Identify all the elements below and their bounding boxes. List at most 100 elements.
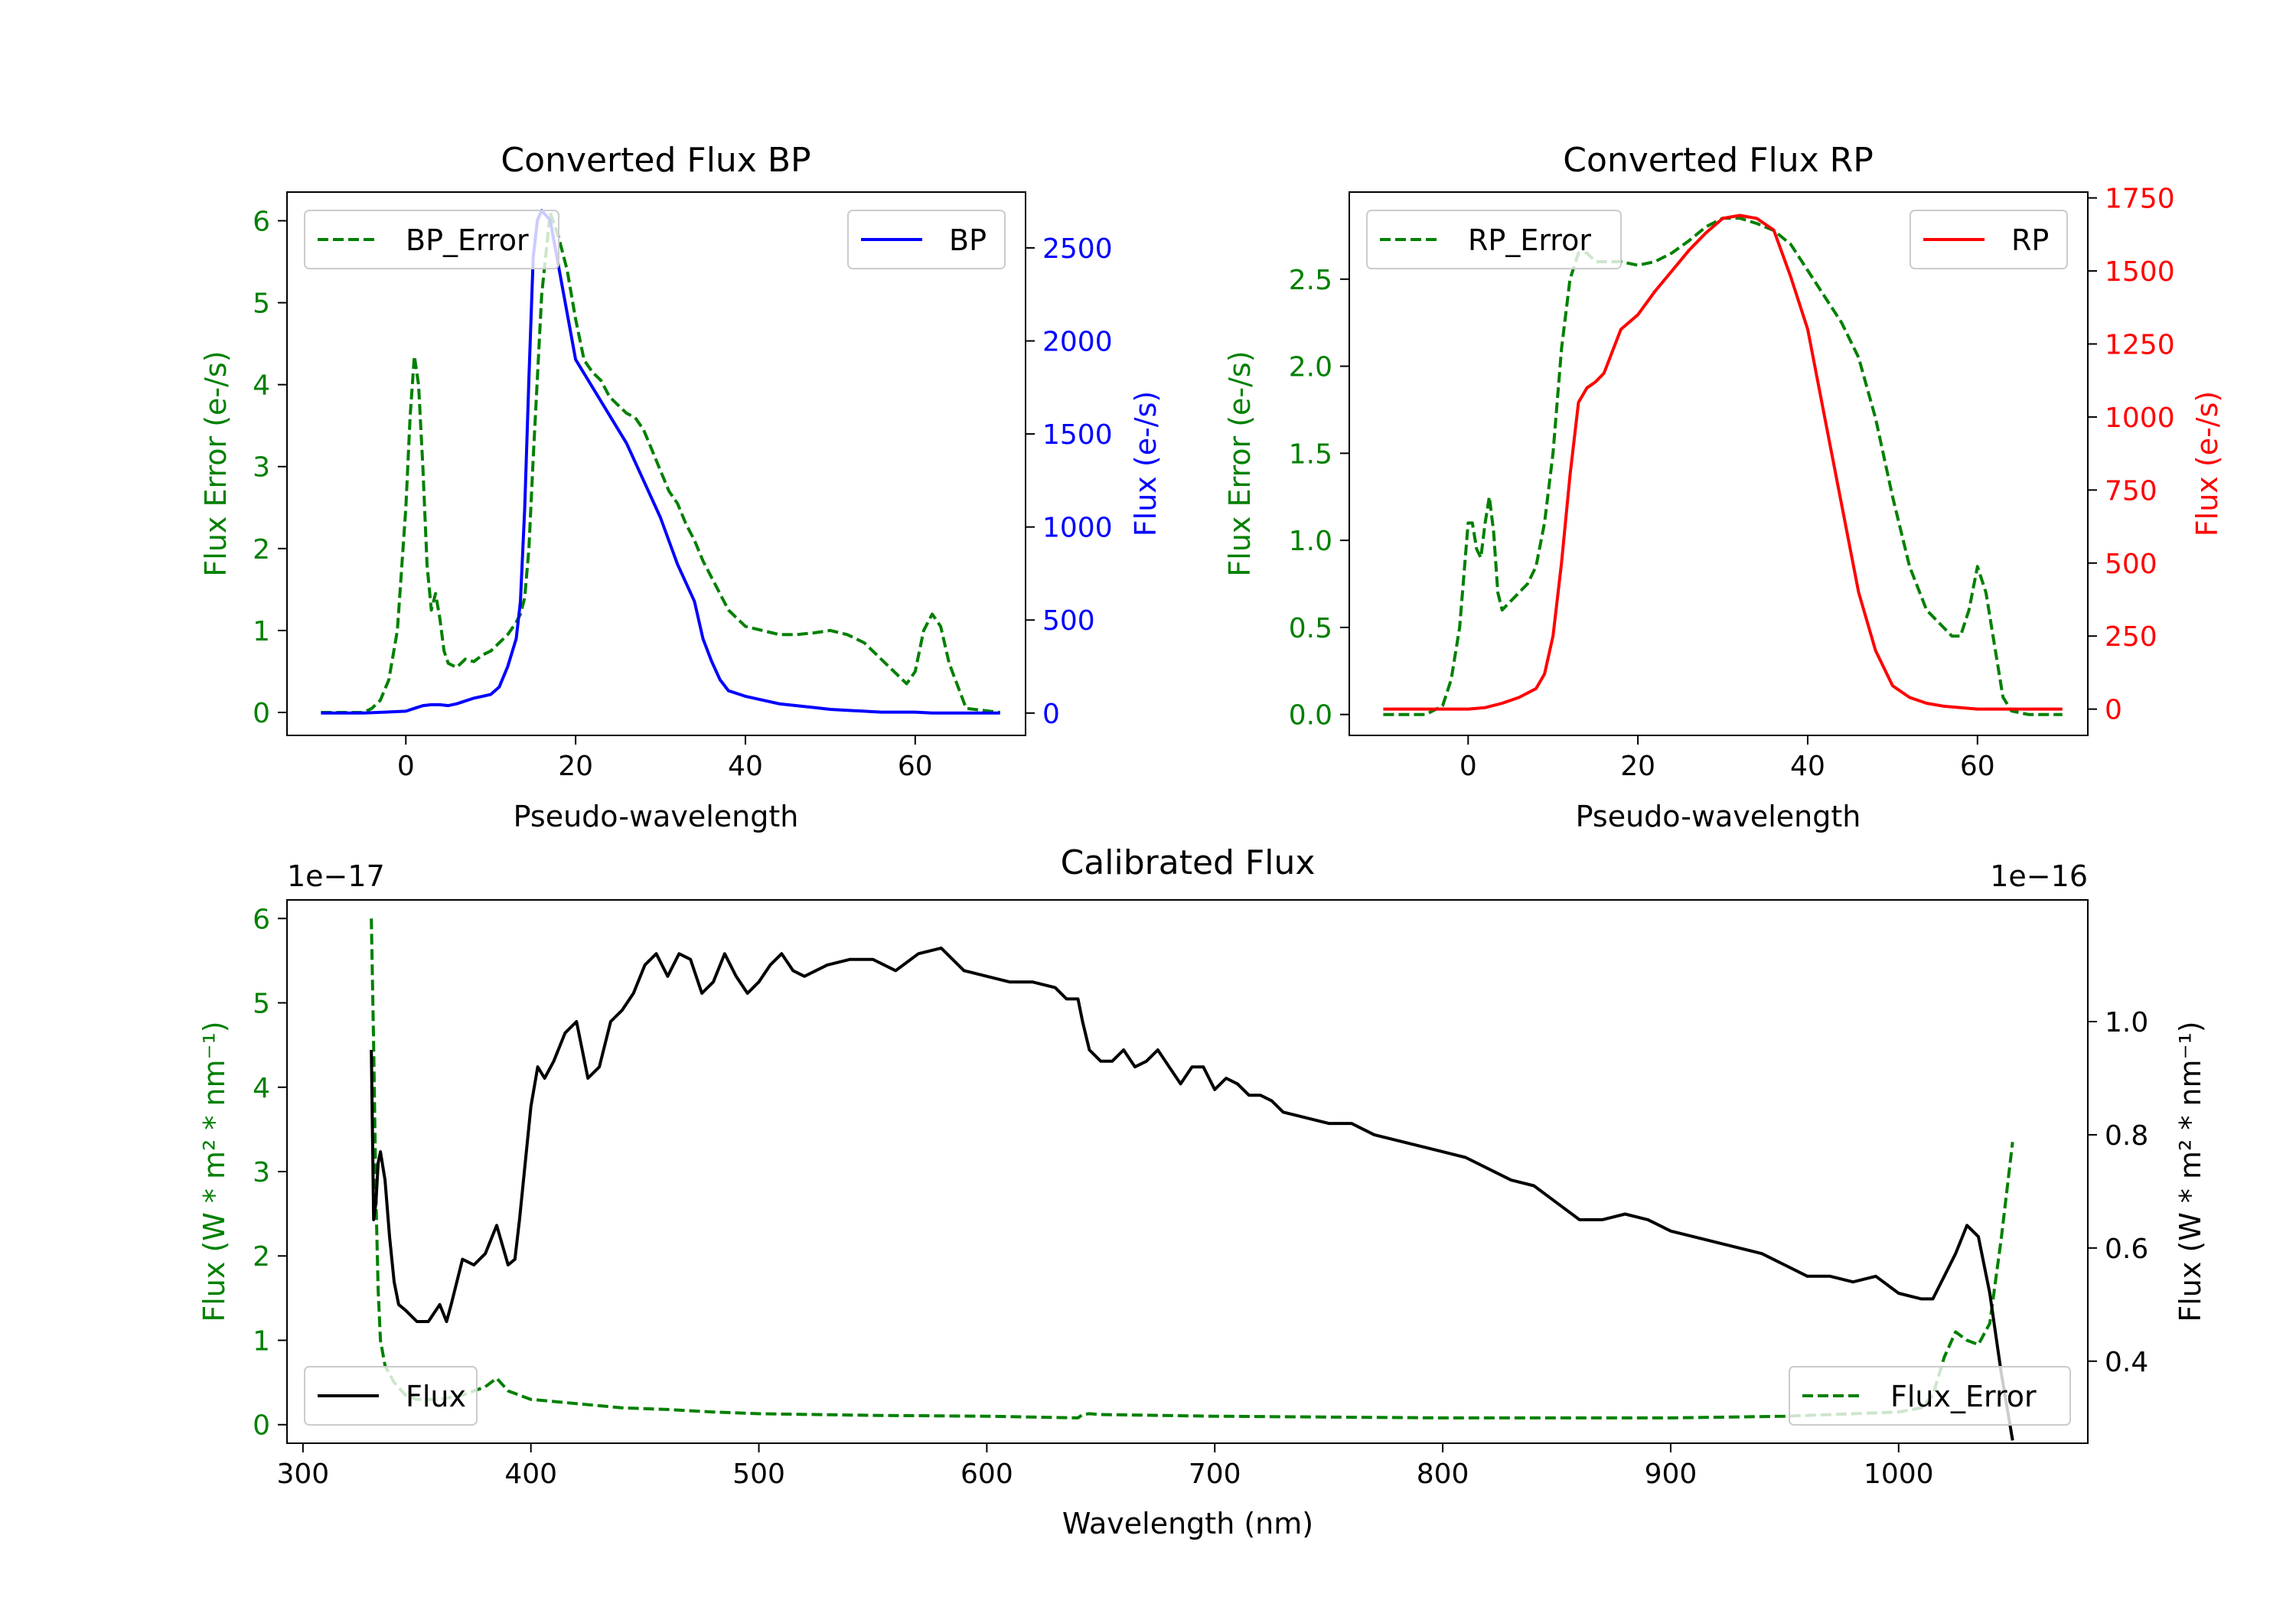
rp-ytick-left-label: 0.0 [1289, 700, 1332, 732]
rp-xtick-label: 40 [1790, 751, 1825, 782]
rp-legend-flux-label: RP [2011, 223, 2049, 257]
bp-ytick-left-label: 0 [253, 698, 270, 729]
rp-ytick-right-label: 0 [2105, 695, 2122, 726]
calibrated-ytick-right-label: 0.8 [2105, 1120, 2148, 1152]
calibrated-ytick-left-label: 6 [253, 904, 270, 935]
bp-ytick-right-label: 0 [1042, 699, 1060, 730]
calibrated-panel: Calibrated Flux 1e−17 1e−16 300 400 500 600… [197, 843, 2207, 1540]
bp-ytick-right-label: 500 [1042, 605, 1095, 637]
bp-ytick-left-label: 4 [253, 370, 270, 402]
bp-axes-frame [286, 191, 1026, 736]
rp-xtick-label: 0 [1459, 751, 1477, 782]
rp-ytick-left-label: 1.0 [1289, 526, 1332, 557]
bp-xtick-label: 0 [397, 751, 415, 782]
calibrated-ylabel-right: Flux (W * m² * nm⁻¹) [2174, 1021, 2207, 1322]
rp-series-rp-line [1383, 214, 2063, 711]
rp-ytick-left-label: 2.5 [1289, 265, 1332, 296]
rp-ytick-left-label: 1.5 [1289, 438, 1332, 470]
calibrated-legend-error[interactable]: Flux_Error [1789, 1366, 2071, 1426]
calibrated-ytick-left-label: 5 [253, 989, 270, 1020]
calibrated-ticks: 300 400 500 600 700 800 900 1000 0 1 2 3 4 5 6 0.4 0.6 0.… [253, 904, 2148, 1490]
calibrated-scale-right: 1e−16 [1990, 859, 2088, 893]
calibrated-legend-flux[interactable]: Flux [304, 1366, 478, 1426]
bp-xtick-label: 40 [728, 751, 763, 782]
rp-ytick-right-label: 1000 [2105, 403, 2175, 434]
rp-ylabel-left: Flux Error (e-/s) [1223, 350, 1257, 576]
bp-ytick-right-label: 2500 [1042, 233, 1113, 265]
bp-ytick-left-label: 2 [253, 534, 270, 566]
bp-ytick-left-label: 6 [253, 206, 270, 237]
rp-series-rp-error-line [1383, 217, 2063, 716]
calibrated-ytick-left-label: 3 [253, 1157, 270, 1188]
bp-legend-flux[interactable]: BP [847, 210, 1006, 269]
rp-legend-error-box [1366, 210, 1622, 269]
calibrated-xtick-label: 500 [732, 1459, 785, 1490]
bp-legend-error[interactable]: BP_Error [304, 210, 559, 269]
bp-legend-flux-box [847, 210, 1006, 269]
calibrated-scale-left: 1e−17 [287, 859, 385, 893]
calibrated-xtick-label: 600 [960, 1459, 1013, 1490]
bp-series-bp-line [321, 209, 1000, 715]
bp-ylabel-left: Flux Error (e-/s) [199, 350, 233, 576]
rp-legend-flux-box [1910, 210, 2068, 269]
bp-xlabel: Pseudo-wavelength [514, 800, 799, 833]
calibrated-ytick-right-label: 0.6 [2105, 1234, 2148, 1265]
rp-ytick-right-label: 750 [2105, 475, 2157, 507]
bp-ytick-left-label: 5 [253, 288, 270, 320]
bp-panel: Converted Flux BP 0 20 40 60012345605001000… [199, 141, 1163, 833]
bp-legend-error-label: BP_Error [406, 223, 529, 257]
rp-ytick-right-label: 500 [2105, 549, 2157, 580]
calibrated-ytick-left-label: 0 [253, 1410, 270, 1442]
rp-ylabel-right: Flux (e-/s) [2190, 391, 2224, 536]
bp-legend-error-box [304, 210, 559, 269]
bp-ytick-right-label: 1500 [1042, 419, 1113, 451]
bp-ytick-left-label: 3 [253, 452, 270, 484]
rp-xlabel: Pseudo-wavelength [1576, 800, 1861, 833]
bp-xtick-label: 20 [558, 751, 593, 782]
rp-ytick-left-label: 2.0 [1289, 352, 1332, 383]
rp-ytick-left-label: 0.5 [1289, 613, 1332, 644]
rp-ytick-right-label: 1250 [2105, 329, 2175, 360]
rp-axes-frame [1349, 191, 2089, 736]
calibrated-legend-flux-box [304, 1366, 478, 1426]
rp-legend-error[interactable]: RP_Error [1366, 210, 1622, 269]
calibrated-legend-flux-label: Flux [406, 1380, 466, 1413]
calibrated-title: Calibrated Flux [1061, 843, 1316, 882]
rp-ytick-right-label: 1500 [2105, 256, 2175, 288]
calibrated-xtick-label: 400 [504, 1459, 557, 1490]
rp-ticks: 0 20 40 60 0.0 0.5 1.0 1.5 2.0 2.5 0 250 500 750 1000 1… [1289, 184, 2175, 782]
rp-legend-error-label: RP_Error [1468, 223, 1591, 257]
rp-xtick-label: 60 [1960, 751, 1995, 782]
calibrated-legend-error-label: Flux_Error [1890, 1380, 2037, 1413]
calibrated-xtick-label: 1000 [1864, 1459, 1934, 1490]
calibrated-xtick-label: 900 [1645, 1459, 1698, 1490]
calibrated-xtick-label: 800 [1417, 1459, 1469, 1490]
calibrated-series-flux-line [370, 946, 2014, 1441]
bp-plot-area [321, 209, 1000, 715]
calibrated-ylabel-left: Flux (W * m² * nm⁻¹) [197, 1021, 231, 1322]
calibrated-xtick-label: 700 [1189, 1459, 1241, 1490]
calibrated-ytick-right-label: 1.0 [2105, 1007, 2148, 1038]
calibrated-ytick-left-label: 2 [253, 1241, 270, 1273]
rp-xtick-label: 20 [1620, 751, 1655, 782]
calibrated-legend-error-box [1789, 1366, 2071, 1426]
calibrated-ytick-right-label: 0.4 [2105, 1347, 2148, 1378]
calibrated-ytick-left-label: 4 [253, 1073, 270, 1104]
bp-ytick-right-label: 2000 [1042, 327, 1113, 358]
bp-ytick-left-label: 1 [253, 616, 270, 647]
bp-title: Converted Flux BP [501, 141, 810, 180]
rp-legend-flux[interactable]: RP [1910, 210, 2068, 269]
bp-legend-flux-label: BP [949, 223, 987, 257]
calibrated-xtick-label: 300 [276, 1459, 329, 1490]
bp-xtick-label: 60 [898, 751, 933, 782]
bp-ylabel-right: Flux (e-/s) [1129, 391, 1163, 536]
calibrated-xlabel: Wavelength (nm) [1062, 1507, 1313, 1540]
rp-title: Converted Flux RP [1563, 141, 1874, 180]
rp-plot-area [1383, 214, 2063, 716]
bp-ytick-right-label: 1000 [1042, 513, 1113, 544]
bp-series-bp-error-line [321, 210, 1000, 714]
rp-panel: Converted Flux RP 0 20 40 60 0.0 0.5 1.0 1.5 2.0… [1223, 141, 2224, 833]
calibrated-ytick-left-label: 1 [253, 1325, 270, 1357]
